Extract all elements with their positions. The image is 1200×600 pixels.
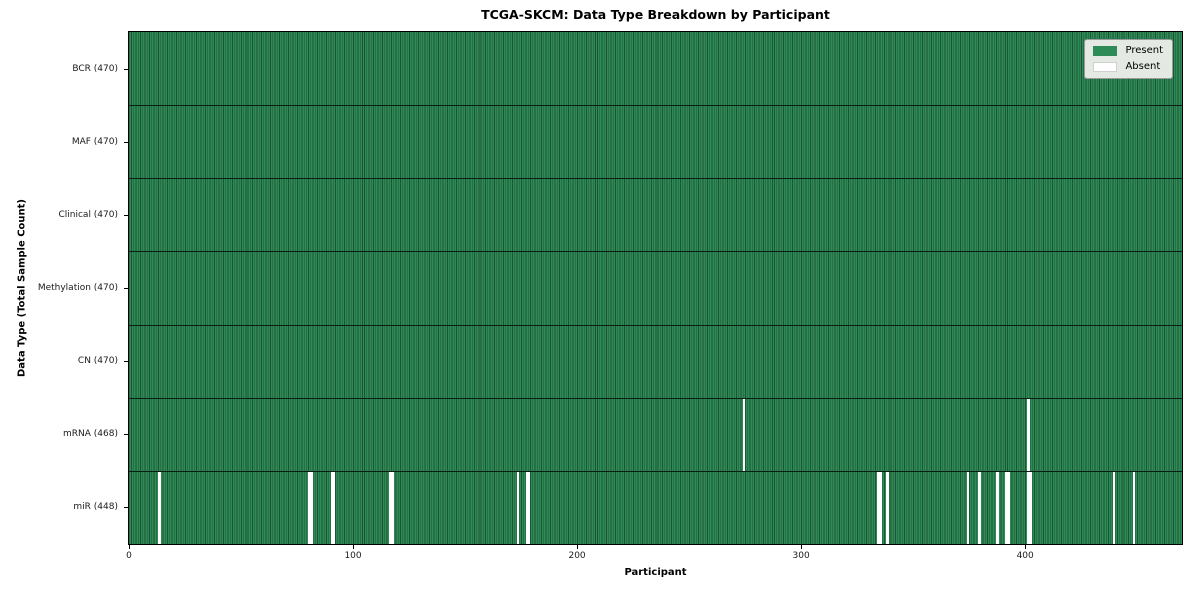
heatmap-row-mRNA [129, 397, 1182, 471]
absent-mark [330, 470, 334, 544]
heatmap-row-BCR [129, 32, 1182, 106]
absent-mark [310, 470, 313, 544]
heatmap-row-miR [129, 470, 1182, 544]
x-axis-label: Participant [624, 567, 687, 578]
absent-mark [886, 470, 889, 544]
absent-mark [1029, 470, 1033, 544]
y-tick-mark [124, 68, 128, 70]
absent-mark [308, 470, 311, 544]
absent-mark [1132, 470, 1136, 544]
x-tick-mark [129, 545, 130, 549]
y-tick-label-CN: CN (470) [77, 356, 118, 367]
legend: Present Absent [1084, 39, 1173, 79]
y-tick-label-BCR: BCR (470) [72, 63, 118, 74]
row-separator [129, 251, 1182, 253]
absent-mark [879, 470, 883, 544]
plot-area: Present Absent [128, 31, 1183, 545]
absent-mark [1027, 397, 1030, 471]
x-tick-label-200: 200 [568, 551, 586, 561]
absent-swatch-icon [1093, 62, 1118, 72]
legend-present-label: Present [1125, 45, 1163, 56]
absent-mark [391, 470, 394, 544]
absent-mark [742, 397, 746, 471]
absent-mark [332, 470, 336, 544]
y-tick-mark [124, 141, 128, 143]
x-tick-label-300: 300 [792, 551, 810, 561]
absent-mark [1112, 470, 1116, 544]
row-separator [129, 470, 1182, 472]
row-separator [129, 105, 1182, 107]
y-tick-mark [124, 507, 128, 509]
heatmap-row-CN [129, 324, 1182, 398]
absent-mark [1027, 470, 1030, 544]
y-tick-mark [124, 288, 128, 289]
y-tick-label-miR: miR (448) [73, 502, 118, 513]
row-separator [129, 178, 1182, 180]
x-tick-mark [353, 545, 355, 549]
y-tick-label-mRNA: mRNA (468) [63, 429, 118, 440]
absent-mark [525, 470, 529, 544]
x-tick-label-0: 0 [126, 551, 132, 561]
y-tick-mark [124, 434, 128, 436]
heatmap-row-Clinical [129, 178, 1182, 252]
absent-mark [966, 470, 970, 544]
absent-mark [1005, 470, 1008, 544]
y-tick-label-Methylation: Methylation (470) [37, 283, 118, 293]
absent-mark [158, 470, 161, 544]
x-tick-label-100: 100 [344, 551, 362, 561]
y-tick-label-MAF: MAF (470) [71, 136, 118, 147]
absent-mark [877, 470, 880, 544]
absent-mark [388, 470, 392, 544]
x-tick-label-400: 400 [1016, 551, 1034, 561]
legend-item-present: Present [1093, 46, 1163, 56]
heatmap-row-Methylation [129, 251, 1182, 325]
legend-item-absent: Absent [1093, 62, 1163, 72]
x-tick-mark [1025, 545, 1027, 549]
absent-mark [1007, 470, 1010, 544]
absent-mark [996, 470, 999, 544]
heatmap-row-MAF [129, 105, 1182, 179]
x-tick-mark [801, 545, 803, 549]
row-separator [129, 324, 1182, 326]
y-tick-label-Clinical: Clinical (470) [58, 209, 118, 220]
x-tick-mark [577, 545, 579, 549]
present-swatch-icon [1093, 46, 1118, 56]
y-tick-mark [124, 214, 128, 216]
y-tick-mark [124, 361, 128, 363]
row-separator [129, 397, 1182, 399]
chart-title: TCGA-SKCM: Data Type Breakdown by Partic… [481, 7, 830, 22]
absent-mark [978, 470, 981, 544]
absent-mark [527, 470, 531, 544]
absent-mark [516, 470, 520, 544]
legend-absent-label: Absent [1125, 61, 1161, 72]
